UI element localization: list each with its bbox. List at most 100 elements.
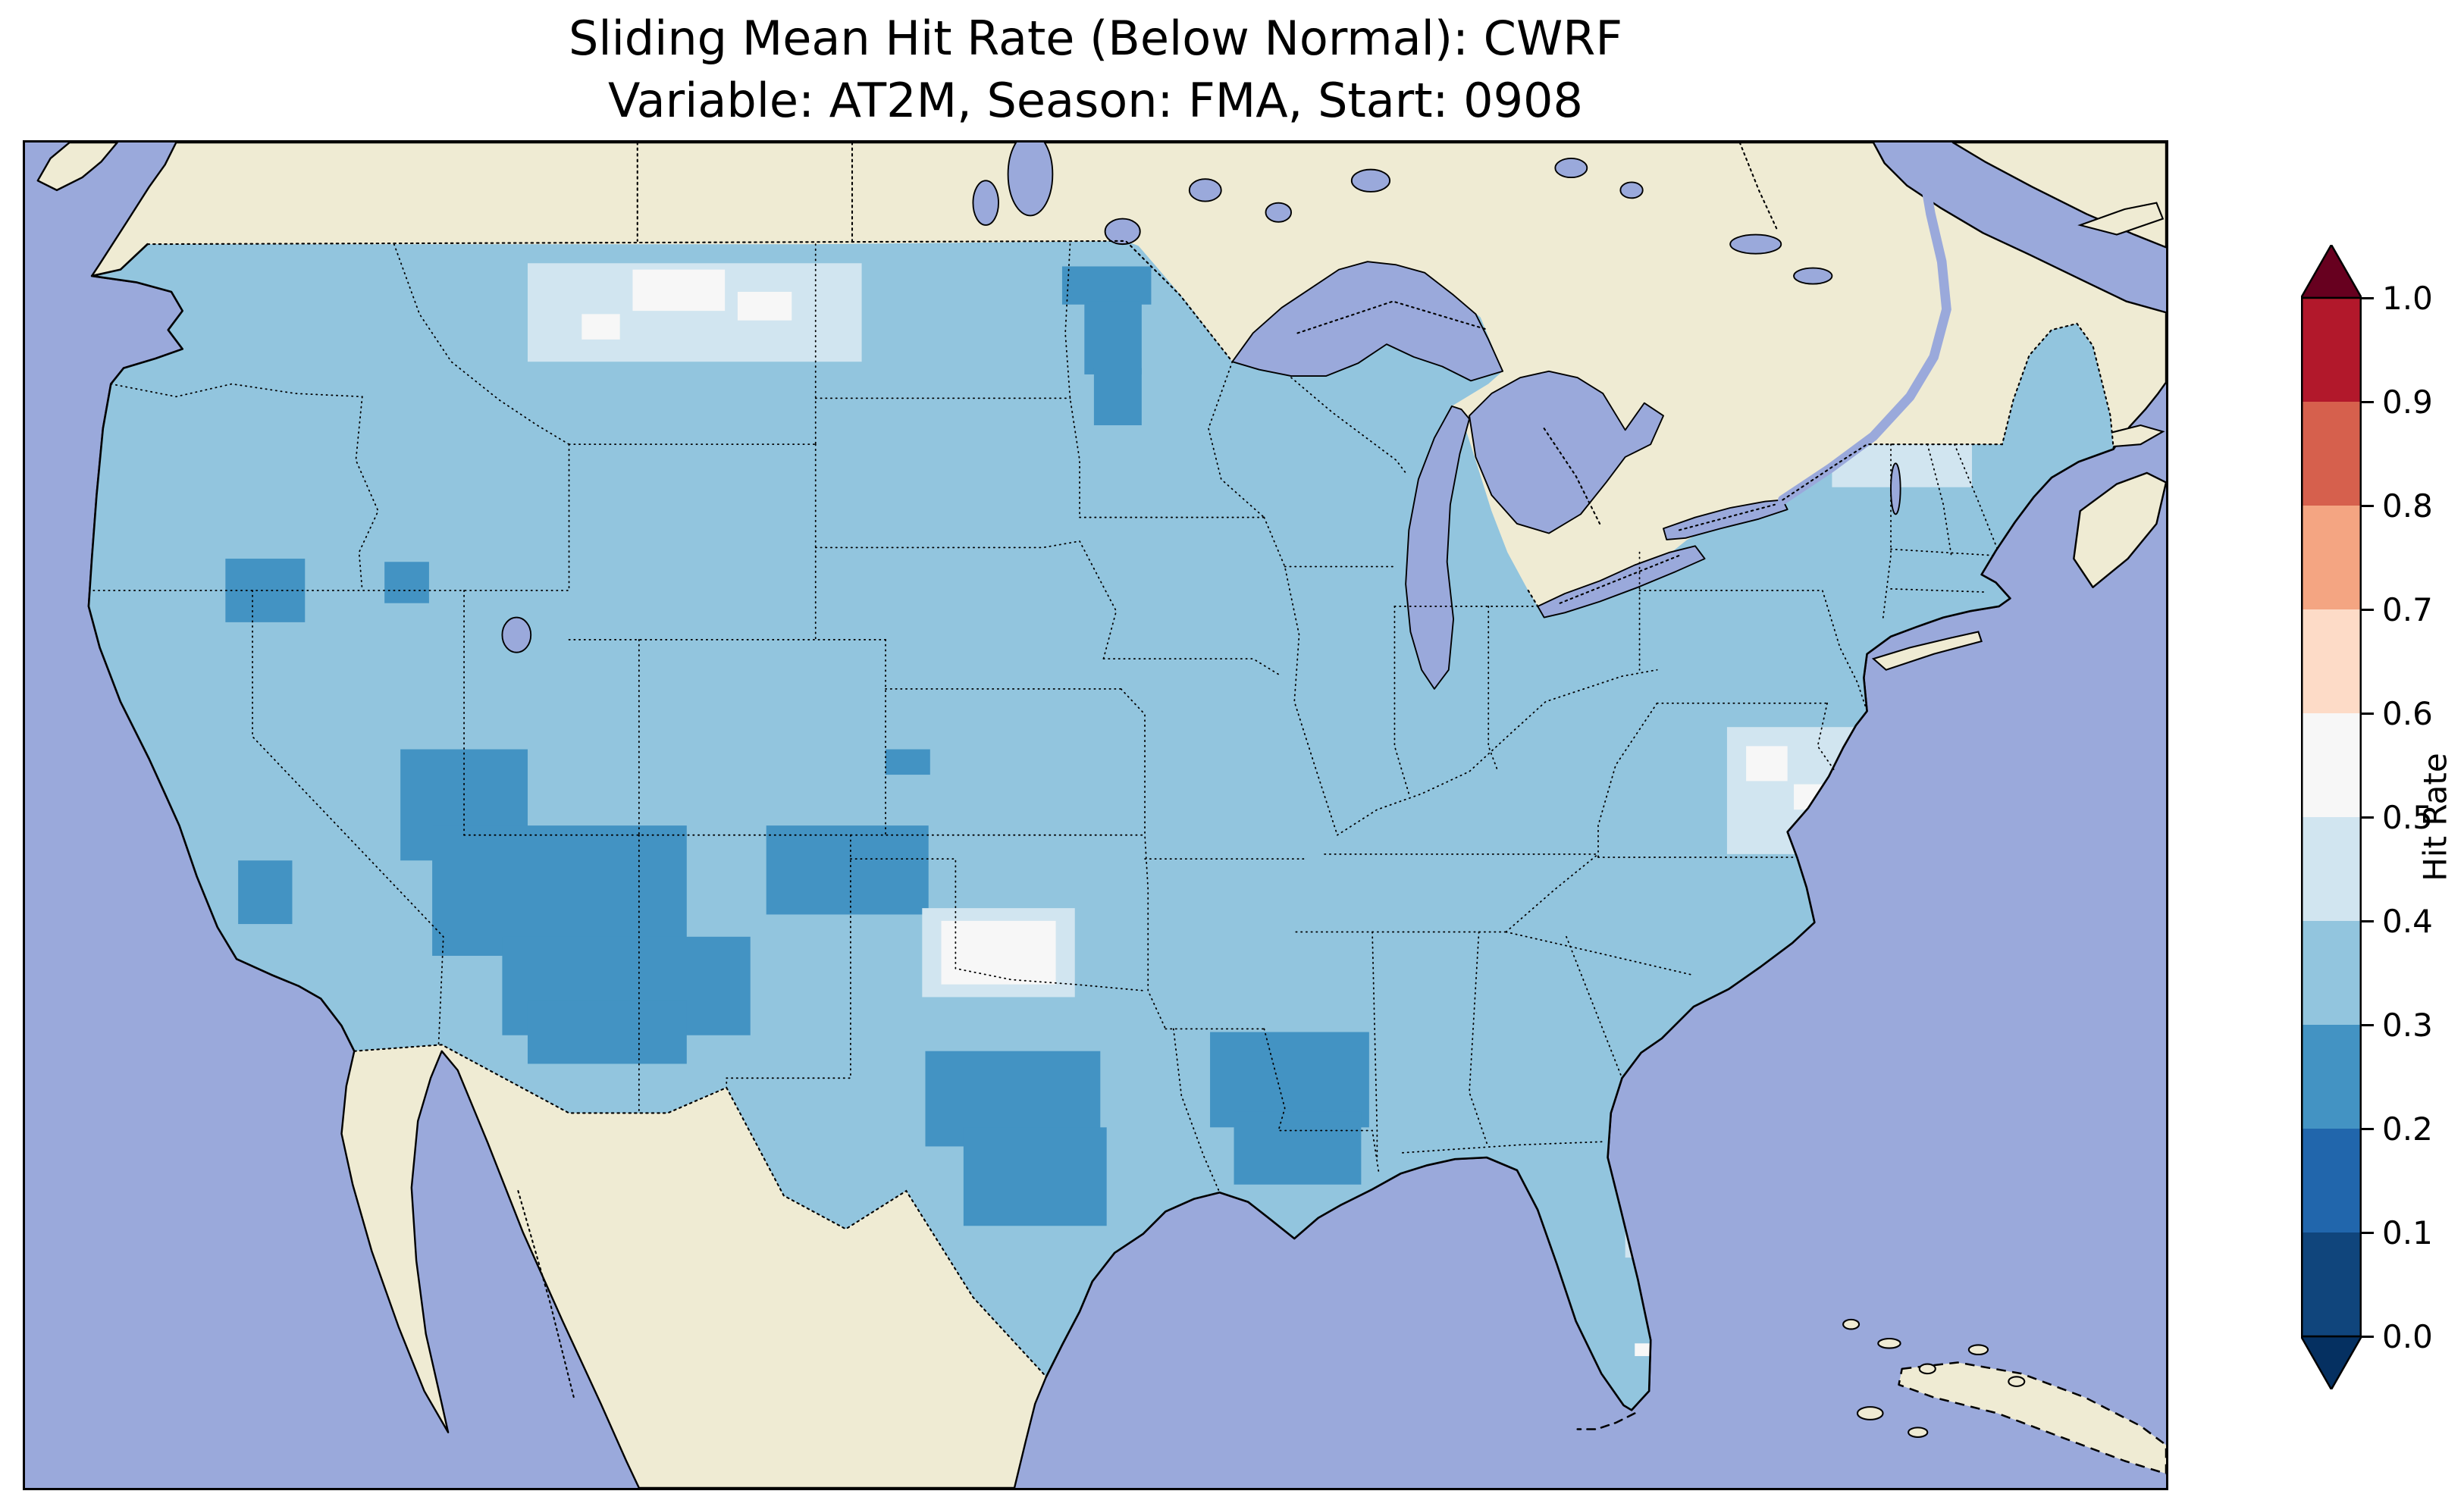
hit-rate-patch	[886, 749, 930, 775]
colorbar-tick-label: 0.6	[2382, 695, 2433, 732]
lake-winnipeg	[1007, 143, 1054, 217]
colorbar-segment	[2301, 609, 2362, 713]
country-borders	[146, 143, 2114, 1398]
mexico-state-border	[517, 1190, 575, 1398]
colorbar-segment	[2301, 713, 2362, 817]
conus-base-fill	[88, 240, 2114, 1411]
colorbar-tick-mark	[2362, 296, 2374, 299]
hit-rate-patch	[582, 314, 620, 340]
colorbar-tick-label: 0.8	[2382, 487, 2433, 525]
canadian-lake-2	[1265, 202, 1293, 223]
map-canvas	[23, 140, 2168, 1490]
st-lawrence-border	[1782, 322, 2114, 501]
bahama-island-3	[1918, 1363, 1936, 1375]
anticosti-island	[2077, 202, 2165, 236]
colorbar-tick-label: 0.2	[2382, 1110, 2433, 1148]
colorbar-tick-mark	[2362, 816, 2374, 819]
hit-rate-patch	[737, 291, 792, 321]
hit-rate-patch	[766, 825, 929, 915]
colorbar-outline	[2301, 296, 2362, 1338]
colorbar-tick-mark	[2362, 919, 2374, 922]
hit-rate-patch	[238, 860, 293, 925]
pacific-coastline	[87, 243, 356, 1053]
canadian-lake-1	[1188, 178, 1222, 202]
colorbar-segment	[2301, 1232, 2362, 1336]
hit-rate-patch	[963, 1127, 1107, 1226]
lakes	[501, 143, 1951, 690]
chart-title-line1: Sliding Mean Hit Rate (Below Normal): CW…	[568, 11, 1622, 66]
hit-rate-patch	[1084, 301, 1142, 374]
lake-huron	[1469, 370, 1664, 534]
lake-nipigon	[1350, 168, 1391, 193]
colorbar-segment	[2301, 506, 2362, 609]
province-border-3	[1738, 143, 1779, 233]
colorbar-tick-label: 1.0	[2382, 280, 2433, 317]
colorbar-tick-mark	[2362, 1127, 2374, 1130]
coastlines	[87, 243, 2115, 1411]
colorbar-segment	[2301, 402, 2362, 506]
colorbar-tick-label: 0.3	[2382, 1007, 2433, 1044]
bahama-island-4	[1967, 1344, 1989, 1356]
lake-champlain	[1890, 462, 1901, 515]
bahama-island-6	[1908, 1427, 1929, 1438]
us-mexico-border	[353, 1044, 1048, 1378]
colorbar-segment	[2301, 1129, 2362, 1232]
nova-scotia	[2073, 471, 2166, 588]
colorbar-tick-mark	[2362, 504, 2374, 507]
colorbar-tick-mark	[2362, 712, 2374, 715]
andros-island	[1856, 1406, 1884, 1420]
lake-superior	[1231, 261, 1504, 382]
hit-rate-patch	[941, 920, 1056, 985]
colorbar-segment	[2301, 298, 2362, 402]
colorbar-tick-label: 0.9	[2382, 384, 2433, 421]
chart-title-line2: Variable: AT2M, Season: FMA, Start: 0908	[608, 72, 1583, 128]
lake-of-the-woods	[1104, 218, 1141, 246]
colorbar-tick-mark	[2362, 1335, 2374, 1338]
us-canada-border	[146, 240, 1234, 363]
colorbar-tick-label: 0.7	[2382, 591, 2433, 628]
state-borders	[92, 243, 1998, 1194]
canadian-lake-4	[1619, 181, 1644, 199]
colorbar-segment	[2301, 1025, 2362, 1129]
hit-rate-patch	[632, 269, 726, 312]
cuba	[1898, 1361, 2166, 1475]
canadian-lake-5	[1793, 267, 1833, 285]
colorbar-tick-label: 0.1	[2382, 1214, 2433, 1251]
chart-title: Sliding Mean Hit Rate (Below Normal): CW…	[23, 8, 2168, 132]
bahama-island-2	[1877, 1337, 1901, 1349]
colorbar-tick-mark	[2362, 608, 2374, 611]
colorbar-tick-label: 0.4	[2382, 903, 2433, 940]
hit-rate-patch	[432, 825, 687, 956]
great-salt-lake	[501, 616, 532, 653]
ottawa-river-lake	[1729, 233, 1782, 255]
colorbar-svg	[2299, 243, 2364, 1392]
lake-manitoba	[972, 180, 999, 226]
vancouver-island	[36, 143, 118, 192]
bahama-island-5	[2008, 1376, 2026, 1387]
st-lawrence-river	[1778, 172, 1951, 505]
long-island	[1871, 631, 1983, 671]
hit-rate-patch	[1746, 746, 1788, 781]
colorbar-tick-label: 0.0	[2382, 1318, 2433, 1355]
hit-rate-patch	[384, 562, 429, 603]
canadian-lake-3	[1554, 158, 1588, 179]
hit-rate-patch	[1635, 1343, 1651, 1357]
colorbar-tick-mark	[2362, 400, 2374, 403]
caribbean-features	[1576, 1318, 2166, 1475]
lake-michigan	[1405, 405, 1470, 690]
hit-rate-patch	[1234, 1111, 1362, 1185]
colorbar	[2299, 243, 2364, 1392]
colorbar-segment	[2301, 817, 2362, 921]
colorbar-tick-label: 0.5	[2382, 799, 2433, 836]
colorbar-extend-arrow	[2299, 1335, 2364, 1392]
florida-keys	[1576, 1412, 1636, 1430]
hit-rate-patch	[527, 1000, 687, 1064]
us-map	[25, 143, 2166, 1488]
colorbar-tick-mark	[2362, 1023, 2374, 1026]
lake-erie	[1537, 545, 1706, 619]
hit-rate-patch	[1061, 266, 1152, 305]
colorbar-extend-arrow	[2299, 243, 2364, 299]
bahama-island-1	[1842, 1318, 1861, 1330]
colorbar-segment	[2301, 921, 2362, 1025]
